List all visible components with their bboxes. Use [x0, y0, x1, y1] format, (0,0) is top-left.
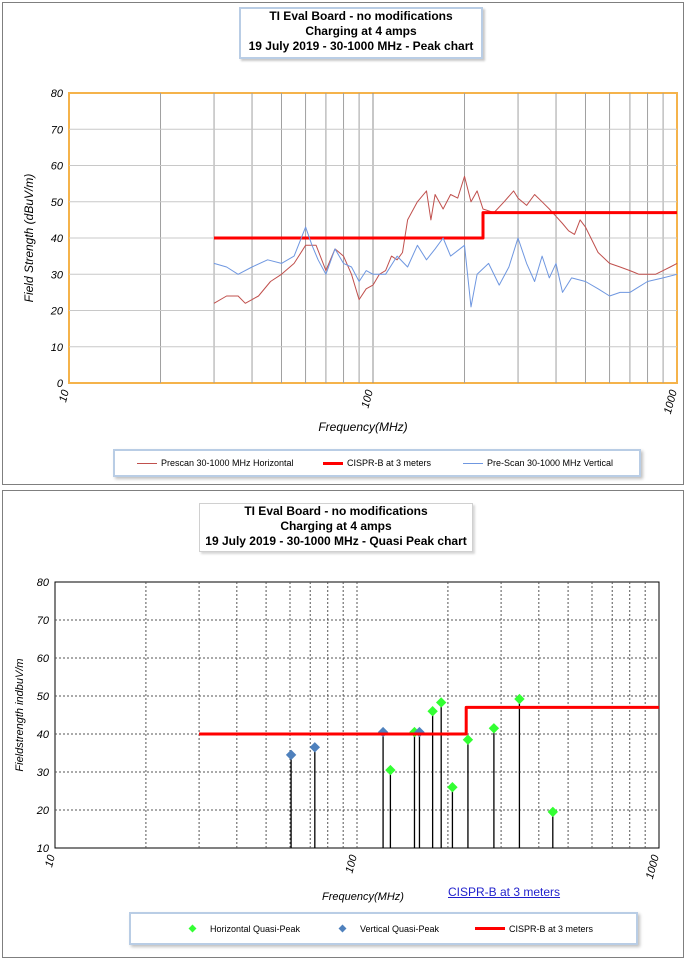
y-tick-label: 50	[37, 691, 50, 703]
legend-label: Vertical Quasi-Peak	[360, 923, 440, 934]
horizontal-quasi-peak-point	[547, 806, 559, 818]
cispr-annotation-link[interactable]: CISPR-B at 3 meters	[448, 885, 561, 899]
legend-label: Pre-Scan 30-1000 MHz Vertical	[487, 458, 614, 468]
y-tick-label: 30	[37, 767, 50, 779]
peak-chart-title-line-3: 19 July 2019 - 30-1000 MHz - Peak chart	[248, 39, 474, 53]
y-axis-label: Field Strength (dBuV/m)	[22, 174, 36, 303]
legend-swatch	[475, 927, 505, 930]
y-axis-label: Fieldstrength indbuV/m	[14, 658, 26, 771]
y-tick-label: 40	[51, 233, 64, 245]
prescan-30-1000-mhz-horizontal-line	[213, 175, 678, 304]
x-axis-label: Frequency(MHz)	[322, 891, 404, 903]
y-tick-label: 20	[36, 805, 50, 817]
legend-item-vertical-qp: Vertical Quasi-Peak	[338, 914, 440, 943]
y-tick-label: 20	[50, 306, 64, 318]
x-tick-label: 100	[344, 853, 361, 875]
horizontal-quasi-peak-point	[514, 693, 525, 705]
y-tick-label: 30	[51, 269, 64, 281]
peak-chart-title-line-1: TI Eval Board - no modifications	[269, 9, 453, 23]
legend-diamond-icon	[338, 924, 347, 933]
quasi-peak-chart-title-line-3: 19 July 2019 - 30-1000 MHz - Quasi Peak …	[205, 534, 467, 548]
legend-item-horizontal-prescan: Prescan 30-1000 MHz Horizontal	[137, 451, 294, 475]
vertical-quasi-peak-point	[309, 742, 321, 753]
pre-scan-30-1000-mhz-vertical-line	[213, 226, 678, 308]
horizontal-quasi-peak-point	[488, 723, 500, 734]
quasi-peak-chart-panel: 10 20 30 40 50 60 70 80 10 100 1000 Frequency(MHz) F…	[2, 490, 684, 958]
cispr-b-at-3-meters-line	[199, 705, 659, 736]
peak-chart-legend: Prescan 30-1000 MHz Horizontal CISPR-B a…	[113, 449, 641, 477]
x-axis-label: Frequency(MHz)	[318, 420, 407, 434]
quasi-peak-chart-legend: Horizontal Quasi-Peak Vertical Quasi-Pea…	[129, 912, 638, 945]
legend-diamond-icon	[188, 924, 197, 933]
peak-chart-title-line-2: Charging at 4 amps	[305, 24, 417, 38]
horizontal-quasi-peak-point	[385, 764, 396, 776]
legend-swatch	[463, 462, 483, 464]
legend-label: Prescan 30-1000 MHz Horizontal	[161, 458, 294, 468]
quasi-peak-chart-title-line-1: TI Eval Board - no modifications	[244, 504, 428, 518]
legend-item-cispr-limit: CISPR-B at 3 meters	[323, 451, 431, 475]
y-tick-label: 60	[51, 161, 64, 173]
y-tick-label: 60	[37, 653, 50, 665]
x-tick-label: 10	[43, 853, 58, 869]
y-tick-label: 80	[37, 577, 50, 589]
legend-item-cispr-limit: CISPR-B at 3 meters	[475, 914, 593, 943]
y-tick-label: 10	[37, 843, 50, 855]
legend-label: CISPR-B at 3 meters	[347, 458, 432, 468]
y-tick-label: 70	[37, 615, 50, 627]
legend-item-horizontal-qp: Horizontal Quasi-Peak	[188, 914, 301, 943]
y-tick-label: 80	[51, 88, 64, 100]
y-tick-label: 0	[57, 378, 64, 390]
vertical-quasi-peak-point	[285, 749, 297, 761]
horizontal-quasi-peak-point	[447, 781, 458, 793]
horizontal-quasi-peak-point	[462, 734, 474, 745]
x-tick-label: 1000	[662, 388, 680, 416]
legend-item-vertical-prescan: Pre-Scan 30-1000 MHz Vertical	[463, 451, 613, 475]
quasi-peak-chart-title: TI Eval Board - no modifications Chargin…	[199, 503, 473, 552]
horizontal-quasi-peak-point	[427, 705, 438, 717]
y-tick-label: 70	[51, 124, 64, 136]
peak-chart-panel: 0 10 20 30 40 50 60 70 80 10 100 1000 Frequency(MHz)…	[2, 2, 684, 485]
y-tick-label: 50	[51, 197, 64, 209]
cispr-b-at-3-meters-line	[214, 211, 677, 240]
y-tick-label: 40	[37, 729, 50, 741]
x-tick-label: 10	[57, 388, 72, 404]
quasi-peak-chart-plot: 10 20 30 40 50 60 70 80 10 100 1000 Frequency(MHz) F…	[14, 577, 662, 903]
legend-swatch	[137, 462, 157, 464]
x-tick-label: 1000	[644, 853, 662, 881]
y-tick-label: 10	[51, 342, 64, 354]
legend-label: Horizontal Quasi-Peak	[210, 923, 301, 934]
legend-swatch	[323, 461, 343, 465]
quasi-peak-chart-title-line-2: Charging at 4 amps	[280, 519, 392, 533]
legend-label: CISPR-B at 3 meters	[509, 923, 594, 934]
horizontal-quasi-peak-point	[435, 697, 447, 708]
peak-chart-title: TI Eval Board - no modifications Chargin…	[239, 7, 483, 59]
x-tick-label: 100	[360, 388, 377, 410]
